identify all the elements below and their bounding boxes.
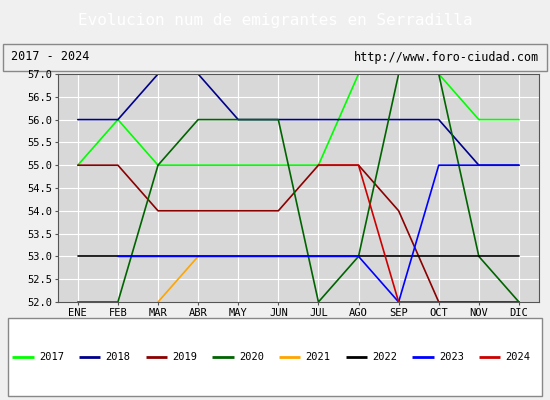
Text: 2021: 2021 xyxy=(306,352,331,362)
Text: Evolucion num de emigrantes en Serradilla: Evolucion num de emigrantes en Serradill… xyxy=(78,14,472,28)
Text: 2019: 2019 xyxy=(172,352,197,362)
Text: 2017: 2017 xyxy=(39,352,64,362)
Text: 2017 - 2024: 2017 - 2024 xyxy=(11,50,89,64)
Text: 2024: 2024 xyxy=(506,352,531,362)
Text: 2020: 2020 xyxy=(239,352,264,362)
Text: http://www.foro-ciudad.com: http://www.foro-ciudad.com xyxy=(354,50,539,64)
Text: 2018: 2018 xyxy=(106,352,130,362)
Text: 2022: 2022 xyxy=(372,352,397,362)
Text: 2023: 2023 xyxy=(439,352,464,362)
